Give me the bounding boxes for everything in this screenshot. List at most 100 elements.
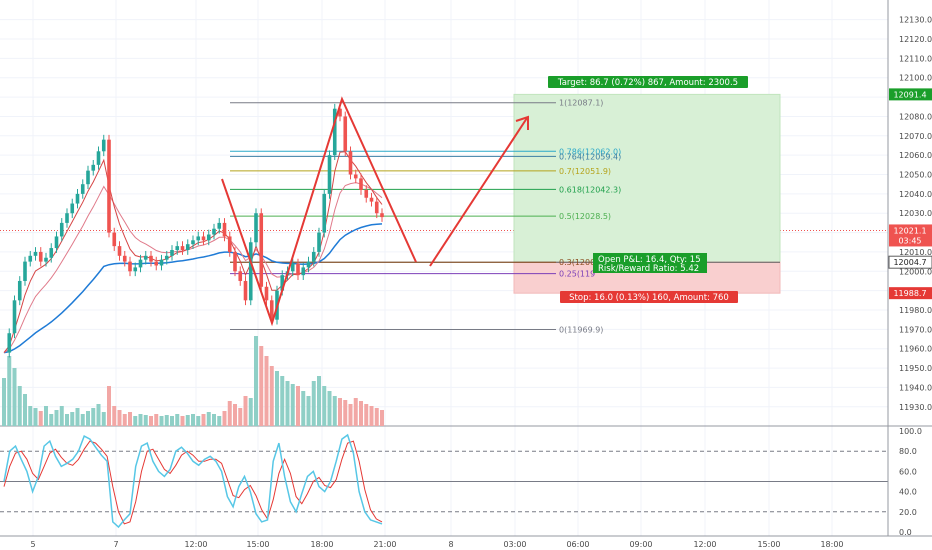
grid bbox=[0, 0, 932, 536]
price-tick-label: 11970.0 bbox=[899, 325, 932, 334]
time-tick-label: 12:00 bbox=[693, 540, 716, 549]
fib-level-label: 0.3(1200 bbox=[559, 258, 595, 267]
price-tick-label: 12120.0 bbox=[899, 35, 932, 44]
candle-body bbox=[238, 271, 243, 281]
volume-bar bbox=[343, 400, 348, 426]
countdown-tag: 03:45 bbox=[898, 236, 921, 245]
candle-body bbox=[159, 259, 164, 266]
stop-label: Stop: 16.0 (0.13%) 160, Amount: 760 bbox=[569, 293, 729, 303]
ma-long-line bbox=[3, 223, 383, 354]
candle-body bbox=[317, 232, 321, 252]
candle-body bbox=[38, 251, 43, 262]
candle-body bbox=[322, 193, 327, 233]
volume-bar bbox=[201, 414, 206, 426]
candle-body bbox=[149, 255, 153, 262]
volume-bar bbox=[2, 378, 6, 426]
time-tick-label: 8 bbox=[448, 540, 453, 549]
position-labels: Target: 86.7 (0.72%) 867, Amount: 2300.5… bbox=[548, 76, 748, 303]
drawn-pattern[interactable] bbox=[221, 96, 529, 327]
pnl-box bbox=[593, 253, 707, 273]
volume-bar bbox=[170, 416, 174, 426]
volume-bar bbox=[317, 376, 321, 426]
volume-bar bbox=[112, 406, 117, 426]
candle-body bbox=[222, 222, 227, 237]
volume-bar bbox=[17, 386, 22, 426]
candle-body bbox=[206, 234, 211, 241]
volume-bar bbox=[159, 416, 164, 426]
volume-bar bbox=[23, 394, 27, 426]
volume-bar bbox=[227, 401, 232, 426]
candle-body bbox=[143, 255, 148, 260]
target-label: Target: 86.7 (0.72%) 867, Amount: 2300.5 bbox=[557, 78, 738, 88]
fib-level-label: 0.764(12059.4) bbox=[559, 152, 621, 161]
time-tick-label: 15:00 bbox=[757, 540, 780, 549]
price-tick-label: 11930.0 bbox=[899, 403, 932, 412]
volume-bar bbox=[259, 346, 264, 426]
last-price-bg bbox=[889, 224, 932, 247]
volume-bar bbox=[275, 371, 279, 426]
price-tick-label: 12130.0 bbox=[899, 16, 932, 25]
volume-bar bbox=[75, 408, 80, 426]
price-tick-label: 12030.0 bbox=[899, 209, 932, 218]
price-tick-label: 11980.0 bbox=[899, 306, 932, 315]
fib-level-label: 0.25(119 bbox=[559, 270, 595, 279]
candle-body bbox=[59, 222, 64, 237]
entry-price-tag: 12004.7 bbox=[893, 258, 926, 267]
candle-body bbox=[44, 257, 48, 262]
price-tick-label: 11950.0 bbox=[899, 364, 932, 373]
volume-bar bbox=[212, 414, 216, 426]
volume-bar bbox=[222, 411, 227, 426]
volume-bar bbox=[280, 376, 285, 426]
price-tick-label: 12110.0 bbox=[899, 54, 932, 63]
volume-bar bbox=[301, 391, 306, 426]
fib-level-label: 1(12087.1) bbox=[559, 99, 603, 108]
candle-body bbox=[133, 267, 138, 272]
stochastic-oscillator bbox=[0, 433, 888, 529]
volume-bar bbox=[206, 412, 211, 426]
volume-bar bbox=[233, 404, 237, 426]
candle-body bbox=[117, 246, 122, 256]
price-axis[interactable]: 11930.0 11940.0 11950.0 11960.0 11970.0 11980… bbox=[887, 0, 932, 537]
candle-body bbox=[65, 213, 69, 223]
projection-arrow bbox=[429, 117, 528, 267]
volume-bar bbox=[353, 398, 358, 426]
candle-body bbox=[138, 259, 143, 268]
candle-body bbox=[170, 250, 174, 256]
volume-bar bbox=[49, 414, 54, 426]
pnl-label: Open P&L: 16.4, Qty: 15 bbox=[598, 255, 701, 265]
time-axis[interactable]: 5 7 12:00 15:00 18:00 21:00 8 03:00 06:00 09:00 12… bbox=[0, 535, 932, 549]
candle-body bbox=[70, 203, 75, 214]
target-price-tag-bg bbox=[889, 88, 932, 101]
volume-bar bbox=[332, 396, 337, 426]
volume-bar bbox=[7, 356, 12, 426]
volume-bar bbox=[154, 414, 159, 426]
candle-body bbox=[296, 263, 300, 276]
fibonacci-retracement[interactable]: 1(12087.1) 0.786(12062.0)0.764(12059.4) 0.… bbox=[230, 99, 621, 335]
oscillator-tick-label: 100.0 bbox=[899, 427, 922, 436]
volume-bar bbox=[290, 384, 295, 426]
candle-body bbox=[122, 255, 127, 262]
volume-bar bbox=[248, 398, 253, 426]
volume-bar bbox=[374, 408, 379, 426]
volume-bar bbox=[185, 415, 190, 426]
candle-body bbox=[107, 139, 111, 233]
volume-bar bbox=[369, 406, 374, 426]
price-tick-label: 12010.0 bbox=[899, 248, 932, 257]
candle-body bbox=[332, 108, 337, 156]
volume-bar bbox=[180, 416, 185, 426]
volume-bar bbox=[44, 406, 48, 426]
candle-body bbox=[96, 151, 101, 165]
volume-bar bbox=[238, 408, 243, 426]
candle-body bbox=[374, 201, 379, 214]
time-tick-label: 15:00 bbox=[246, 540, 269, 549]
candle-body bbox=[196, 236, 201, 241]
candle-body bbox=[338, 108, 342, 117]
volume-bar bbox=[217, 416, 222, 426]
volume-bar bbox=[254, 336, 258, 426]
candlesticks bbox=[7, 103, 384, 358]
pattern-leg bbox=[221, 96, 417, 327]
volume-bar bbox=[191, 414, 195, 426]
volume-bar bbox=[65, 414, 69, 426]
price-tick-label: 12000.0 bbox=[899, 267, 932, 276]
volume-bar bbox=[264, 356, 269, 426]
